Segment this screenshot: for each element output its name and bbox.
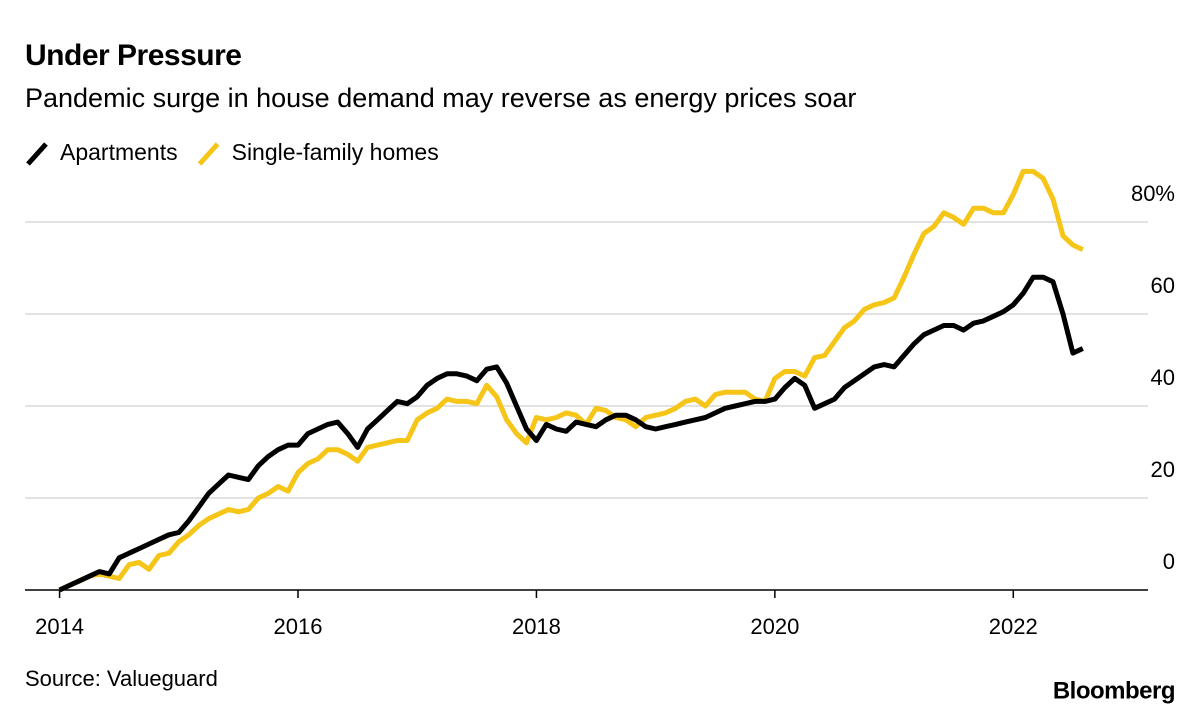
y-tick-label: 0 <box>1163 549 1175 574</box>
brand: Bloomberg <box>1053 677 1175 704</box>
x-tick-label: 2022 <box>989 614 1038 639</box>
y-tick-label: 40 <box>1151 365 1175 390</box>
y-tick-label: 60 <box>1151 273 1175 298</box>
source: Source: Valueguard <box>25 666 218 691</box>
y-tick-label: 80% <box>1131 181 1175 206</box>
y-tick-label: 20 <box>1151 457 1175 482</box>
x-tick-label: 2018 <box>512 614 561 639</box>
x-tick-label: 2014 <box>35 614 84 639</box>
series-line <box>58 274 1084 593</box>
series-line <box>58 168 1084 593</box>
legend-swatch <box>26 142 48 166</box>
chart-title: Under Pressure <box>25 39 241 72</box>
legend-label: Apartments <box>60 139 178 165</box>
x-tick-label: 2016 <box>274 614 323 639</box>
legend-swatch <box>197 142 220 166</box>
x-tick-label: 2020 <box>750 614 799 639</box>
chart-subtitle: Pandemic surge in house demand may rever… <box>25 83 856 113</box>
legend-label: Single-family homes <box>232 139 439 165</box>
